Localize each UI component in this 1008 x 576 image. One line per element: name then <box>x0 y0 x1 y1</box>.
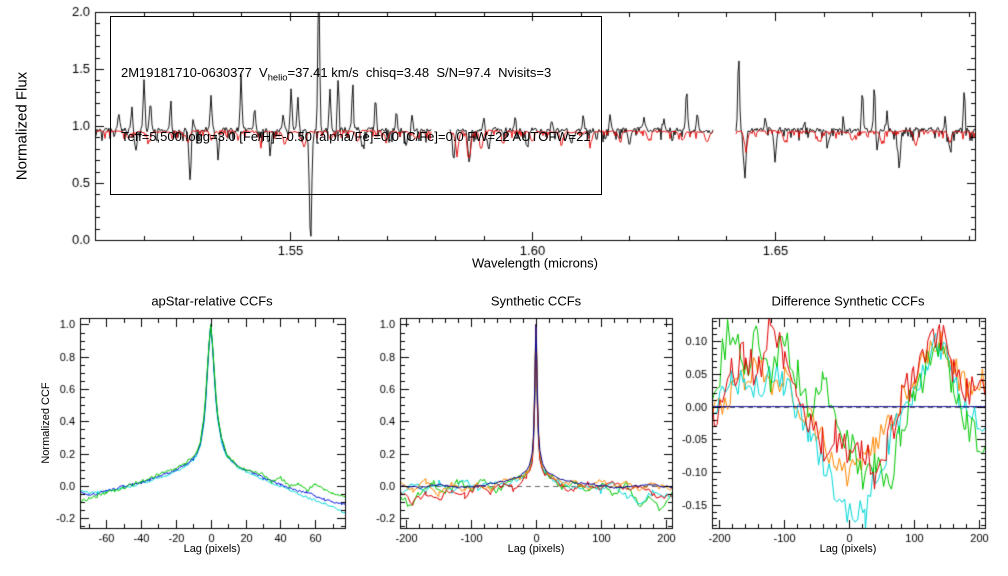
ccf-panel-3-x-axis-title: Lag (pixels) <box>819 543 877 555</box>
annotation-target-id: 2M19181710-0630377 V <box>121 64 268 80</box>
spectrum-y-axis-title: Normalized Flux <box>13 71 31 181</box>
spectrum-annotation-box: 2M19181710-0630377 Vhelio=37.41 km/s chi… <box>110 16 602 196</box>
ccf-panel-2-x-axis-title: Lag (pixels) <box>507 543 565 555</box>
annotation-line-2: Teff=5,500 logg=3.0 [Fe/H]=-0.50 [alpha/… <box>121 128 591 144</box>
ccf-panel-1-x-axis-title: Lag (pixels) <box>183 543 241 555</box>
annotation-fit-stats: =37.41 km/s chisq=3.48 S/N=97.4 Nvisits=… <box>287 64 552 80</box>
spectrum-x-axis-title: Wavelength (microns) <box>472 255 598 271</box>
annotation-line-1: 2M19181710-0630377 Vhelio=37.41 km/s chi… <box>121 63 591 86</box>
ccf-panel-3-title: Difference Synthetic CCFs <box>771 293 925 309</box>
ccf-panel-1-title: apStar-relative CCFs <box>151 293 273 309</box>
ccf-y-axis-title: Normalized CCF <box>40 382 52 464</box>
ccf-panel-2-title: Synthetic CCFs <box>490 293 582 309</box>
annotation-vhelio-subscript: helio <box>267 72 288 83</box>
